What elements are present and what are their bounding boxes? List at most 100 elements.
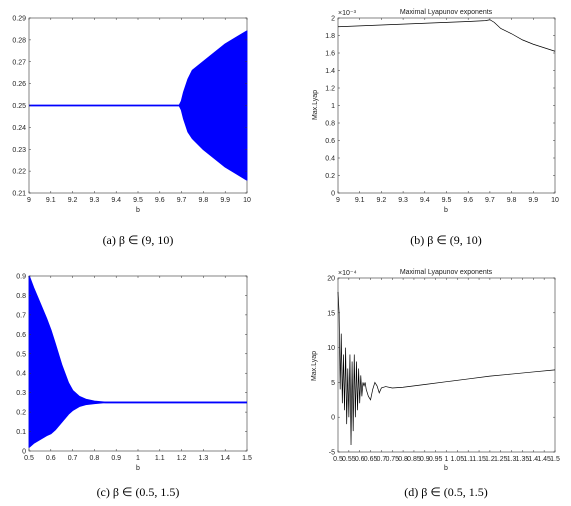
upper-branch-line (28, 275, 247, 404)
x-tick-label: 0.9 (111, 455, 121, 462)
x-tick-label: 0.6 (355, 456, 365, 463)
axes-box-c (28, 275, 248, 452)
y-tick-label: 0.1 (16, 429, 26, 436)
x-tick-label: 9.8 (507, 197, 517, 204)
y-tick-label: 1 (331, 103, 335, 110)
y-tick-label: 0.21 (12, 191, 26, 198)
x-tick-label: 9 (27, 197, 31, 204)
x-tick-label: 1 (445, 456, 449, 463)
y-tick-label: 0 (331, 415, 335, 422)
x-ticks-b: 9 9.1 9.2 9.3 9.4 9.5 9.6 9.7 9.8 9.9 10 (336, 18, 559, 204)
x-tick-label: 0.85 (407, 456, 421, 463)
x-tick-label: 9.5 (442, 197, 452, 204)
y-exponent-d: ×10⁻⁴ (338, 270, 357, 277)
y-tick-label: 0.26 (12, 81, 26, 88)
x-tick-label: 0.5 (333, 456, 343, 463)
y-axis-label-d: Max.Lyap (311, 351, 318, 381)
y-tick-label: 0.23 (12, 147, 26, 154)
x-tick-label: 9.3 (90, 197, 100, 204)
y-tick-label: 0.8 (325, 121, 335, 128)
x-tick-label: 1.15 (472, 456, 486, 463)
x-tick-label: 9.1 (46, 197, 56, 204)
y-tick-label: 0.6 (325, 138, 335, 145)
y-ticks-a: 0.21 0.22 0.23 0.24 0.25 0.26 0.27 0.28 0.29 (12, 16, 247, 198)
x-tick-label: 9.9 (220, 197, 230, 204)
x-tick-label: 1.1 (155, 455, 165, 462)
x-tick-label: 1.2 (177, 455, 187, 462)
y-tick-label: 1.4 (325, 68, 335, 75)
lyapunov-series-line (337, 19, 556, 52)
x-tick-label: 1.4 (528, 456, 538, 463)
x-tick-label: 1.4 (220, 455, 230, 462)
x-tick-label: 0.65 (364, 456, 378, 463)
y-tick-label: 0.7 (16, 312, 26, 319)
x-tick-label: 1.05 (451, 456, 465, 463)
plot-area-b (337, 19, 556, 52)
x-tick-label: 0.9 (420, 456, 430, 463)
x-tick-label: 9.8 (199, 197, 209, 204)
lyapunov-series-line (337, 291, 556, 446)
y-tick-label: 20 (327, 276, 335, 283)
y-ticks-c: 0 0.1 0.2 0.3 0.4 0.5 0.6 0.7 0.8 0.9 (16, 274, 247, 456)
y-tick-label: 10 (327, 345, 335, 352)
x-tick-label: 9.7 (485, 197, 495, 204)
x-ticks-a: 9 9.1 9.2 9.3 9.4 9.5 9.6 9.7 9.8 9.9 10 (27, 18, 251, 204)
x-tick-label: 1.2 (485, 456, 495, 463)
panel-b: 9 9.1 9.2 9.3 9.4 9.5 9.6 9.7 9.8 9.9 10 0 0.2 0.4 0.… (312, 9, 559, 247)
y-tick-label: 1.2 (325, 86, 335, 93)
y-tick-label: 0.22 (12, 169, 26, 176)
y-tick-label: 0.4 (325, 156, 335, 163)
x-tick-label: 1.35 (516, 456, 530, 463)
x-tick-label: 9.9 (528, 197, 538, 204)
x-tick-label: 9.6 (463, 197, 473, 204)
y-exponent-b: ×10⁻³ (338, 10, 357, 17)
y-ticks-d: -5 0 5 10 15 20 (327, 276, 555, 457)
chart-title-d: Maximal Lyapunov exponents (400, 269, 493, 276)
y-tick-label: 0.9 (16, 274, 26, 281)
x-tick-label: 1.25 (494, 456, 508, 463)
x-tick-label: 1.1 (463, 456, 473, 463)
y-tick-label: 0.2 (325, 173, 335, 180)
y-tick-label: 0 (22, 449, 26, 456)
y-axis-label-b: Max.Lyap (312, 90, 319, 120)
x-ticks-d: 0.5 0.55 0.6 0.65 0.7 0.75 0.8 0.85 0.9 0.95 1 1.05… (333, 278, 560, 463)
x-tick-label: 9 (336, 197, 340, 204)
panel-a: 9 9.1 9.2 9.3 9.4 9.5 9.6 9.7 9.8 9.9 10 0.210.220… (12, 16, 251, 248)
x-tick-label: 1.5 (550, 456, 560, 463)
chart-title-b: Maximal Lyapunov exponents (400, 9, 493, 16)
x-tick-label: 1.3 (507, 456, 517, 463)
x-tick-label: 0.7 (68, 455, 78, 462)
plot-area-d (337, 291, 556, 446)
y-tick-label: 1.6 (325, 51, 335, 58)
x-tick-label: 10 (551, 197, 559, 204)
x-axis-label-c: b (136, 465, 140, 472)
caption-d: (d) β ∈ (0.5, 1.5) (404, 485, 488, 499)
axes-box-b (337, 17, 556, 194)
y-tick-label: -5 (329, 450, 335, 457)
plot-area-c (28, 275, 247, 449)
x-tick-label: 0.7 (377, 456, 387, 463)
x-tick-label: 9.2 (377, 197, 387, 204)
x-tick-label: 9.4 (111, 197, 121, 204)
upper-branch-line (29, 30, 248, 107)
x-tick-label: 0.5 (24, 455, 34, 462)
y-tick-label: 0.5 (16, 351, 26, 358)
x-tick-label: 10 (243, 197, 251, 204)
x-tick-label: 9.4 (420, 197, 430, 204)
x-tick-label: 9.5 (133, 197, 143, 204)
panel-c: 0.5 0.6 0.7 0.8 0.9 1 1.1 1.2 1.3 1.4 1.5 00.10.20… (16, 274, 252, 500)
y-tick-label: 0.6 (16, 332, 26, 339)
y-tick-label: 5 (331, 380, 335, 387)
x-tick-label: 0.6 (46, 455, 56, 462)
y-tick-label: 0.25 (12, 103, 26, 110)
y-tick-label: 0.29 (12, 16, 26, 23)
x-tick-label: 1.45 (537, 456, 551, 463)
x-axis-label-d: b (444, 465, 448, 472)
lower-branch-line (28, 401, 247, 448)
x-tick-label: 1 (136, 455, 140, 462)
y-tick-label: 1.8 (325, 33, 335, 40)
caption-a: (a) β ∈ (9, 10) (103, 233, 174, 247)
x-tick-label: 1.3 (199, 455, 209, 462)
x-tick-label: 0.55 (342, 456, 356, 463)
